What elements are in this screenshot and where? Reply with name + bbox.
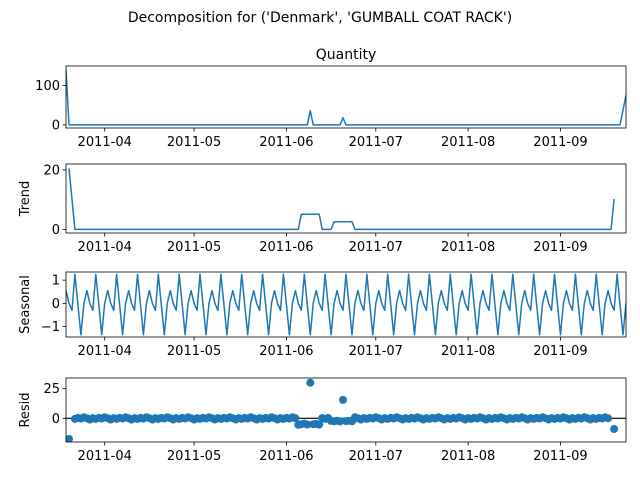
- panel-seasonal: −1 0 1 2011-04 2011-05 2011-06 2011-07 2011-08 2…: [18, 271, 627, 359]
- axes-frame: [65, 163, 627, 234]
- x-tick-label: 2011-08: [441, 449, 495, 464]
- x-tick-label: 2011-07: [349, 135, 403, 150]
- y-tick-label: 0: [52, 412, 60, 427]
- y-tick-label: −1: [41, 320, 60, 335]
- x-tick-label: 2011-04: [78, 449, 132, 464]
- x-tick-label: 2011-05: [167, 449, 221, 464]
- x-tick-label: 2011-05: [167, 344, 221, 359]
- y-tick-label: 1: [52, 274, 60, 289]
- resid-point: [336, 417, 344, 426]
- resid-point: [604, 414, 613, 423]
- x-tick-label: 2011-06: [259, 135, 313, 150]
- panel-quantity: 0 100 2011-04 2011-05 2011-06 2011-07 2011-08 2…: [35, 47, 627, 150]
- x-tick-label: 2011-07: [349, 344, 403, 359]
- x-tick-label: 2011-06: [259, 240, 313, 255]
- panel-title: Quantity: [316, 47, 377, 63]
- plot-area: [66, 69, 626, 126]
- x-tick-label: 2011-09: [533, 135, 587, 150]
- x-tick-label: 2011-08: [441, 240, 495, 255]
- axes-frame: [65, 65, 627, 129]
- y-axis-label: Trend: [18, 181, 33, 218]
- y-tick-label: 25: [43, 382, 60, 397]
- resid-point: [66, 435, 73, 442]
- x-tick-label: 2011-06: [259, 449, 313, 464]
- x-tick-label: 2011-08: [441, 135, 495, 150]
- figure-suptitle: Decomposition for ('Denmark', 'GUMBALL C…: [128, 10, 512, 26]
- series-line: [68, 168, 615, 231]
- panel-trend: 0 20 2011-04 2011-05 2011-06 2011-07 2011-08 20…: [18, 163, 627, 255]
- x-tick-label: 2011-07: [349, 449, 403, 464]
- y-axis-label: Resid: [18, 392, 33, 427]
- x-tick-label: 2011-09: [533, 344, 587, 359]
- resid-point: [306, 378, 315, 387]
- series-line: [66, 273, 626, 336]
- y-tick-label: 0: [52, 297, 60, 312]
- x-tick-label: 2011-09: [533, 240, 587, 255]
- resid-point: [291, 414, 300, 423]
- resid-point: [315, 420, 324, 429]
- resid-point: [610, 425, 619, 433]
- y-tick-label: 20: [43, 163, 60, 178]
- y-tick-label: 100: [35, 79, 60, 94]
- axes-frame: [65, 271, 627, 338]
- resid-point: [339, 395, 347, 404]
- plot-area: [66, 378, 626, 442]
- y-axis-label: Seasonal: [18, 275, 33, 334]
- x-tick-label: 2011-05: [167, 135, 221, 150]
- series-line: [66, 69, 626, 126]
- x-tick-label: 2011-08: [441, 344, 495, 359]
- x-tick-label: 2011-07: [349, 240, 403, 255]
- y-tick-label: 0: [52, 223, 60, 238]
- y-tick-label: 0: [52, 118, 60, 133]
- resid-point: [303, 420, 312, 429]
- x-tick-label: 2011-04: [78, 344, 132, 359]
- plot-area: [68, 168, 615, 231]
- axes-frame: [65, 377, 627, 443]
- x-tick-label: 2011-06: [259, 344, 313, 359]
- x-tick-label: 2011-05: [167, 240, 221, 255]
- plot-area: [66, 273, 626, 336]
- x-tick-label: 2011-09: [533, 449, 587, 464]
- x-tick-label: 2011-04: [78, 240, 132, 255]
- x-tick-label: 2011-04: [78, 135, 132, 150]
- panel-resid: 0 25 2011-04 2011-05 2011-06 2011-07 2011-08 20…: [18, 377, 627, 464]
